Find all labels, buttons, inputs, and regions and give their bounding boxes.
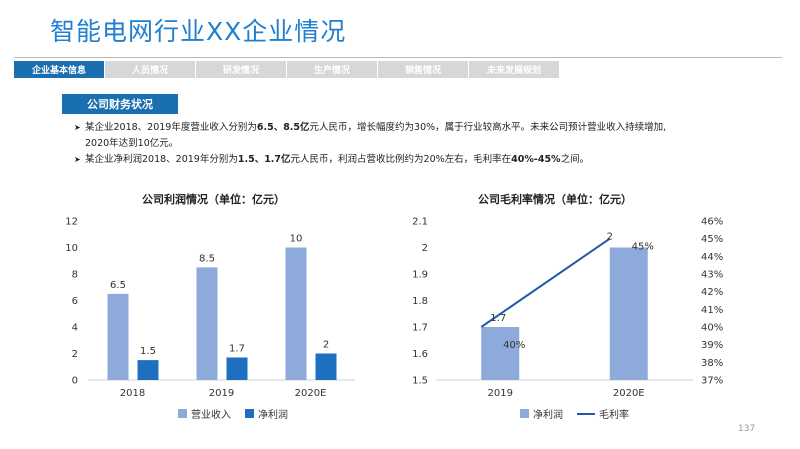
bullet-highlight: 40%-45% <box>511 154 561 165</box>
data-label: 10 <box>290 234 303 245</box>
y-tick-label: 2 <box>72 349 78 360</box>
line-data-label: 40% <box>503 340 525 351</box>
tab-production[interactable]: 生产情况 <box>287 61 377 78</box>
data-label: 1.7 <box>229 343 245 354</box>
bar-net-profit <box>137 360 159 380</box>
y-tick-label: 1.8 <box>412 296 428 307</box>
arrow-bullet-icon: ➤ <box>74 155 81 164</box>
data-label: 1.7 <box>490 313 506 324</box>
tab-sales[interactable]: 销售情况 <box>378 61 468 78</box>
bullet-text: 元人民币，增长幅度约为30%，属于行业较高水平。未来公司预计营业收入持续增加, <box>309 122 667 133</box>
line-gross-margin <box>480 237 611 328</box>
tab-bar: 企业基本信息 人员情况 研发情况 生产情况 销售情况 未来发展规划 <box>14 61 560 78</box>
summary-bullets: ➤ 某企业2018、2019年度营业收入分别为6.5、8.5亿元人民币，增长幅度… <box>74 120 764 168</box>
y-tick-label: 12 <box>65 217 78 228</box>
bar-net-profit <box>226 357 248 380</box>
bullet-text: 之间。 <box>560 154 590 165</box>
margin-chart-title: 公司毛利率情况（单位：亿元） <box>478 193 632 206</box>
bullet-highlight: 1.5、1.7亿 <box>237 154 291 165</box>
page-number: 137 <box>738 424 756 434</box>
legend-item-net-profit: 净利润 <box>245 406 288 421</box>
x-tick-label: 2018 <box>120 388 145 399</box>
data-label: 1.5 <box>140 346 156 357</box>
profit-chart-title: 公司利润情况（单位：亿元） <box>142 193 285 206</box>
y-tick-label: 8 <box>72 270 78 281</box>
legend-item-gross-margin: 毛利率 <box>577 406 629 421</box>
y-tick-label: 0 <box>72 376 78 387</box>
margin-chart-legend: 净利润 毛利率 <box>520 406 643 421</box>
profit-chart-legend: 营业收入 净利润 <box>178 406 302 421</box>
bullet-revenue: ➤ 某企业2018、2019年度营业收入分别为6.5、8.5亿元人民币，增长幅度… <box>74 120 764 136</box>
legend-line-gross-margin <box>577 412 595 415</box>
bullet-text: 某企业净利润2018、2019年分别为 <box>85 154 238 165</box>
y-tick-label: 10 <box>65 243 78 254</box>
bullet-continuation: 2020年达到10亿元。 <box>85 138 179 149</box>
page-title: 智能电网行业XX企业情况 <box>50 17 347 46</box>
bar-revenue <box>196 267 218 380</box>
bar-net-profit <box>609 247 648 380</box>
bar-net-profit <box>481 327 520 380</box>
legend-item-net-profit: 净利润 <box>520 406 563 421</box>
tab-rnd[interactable]: 研发情况 <box>196 61 286 78</box>
y2-tick-label: 39% <box>701 340 723 351</box>
y-tick-label: 6 <box>72 296 78 307</box>
arrow-bullet-icon: ➤ <box>74 123 81 132</box>
title-divider <box>14 57 782 58</box>
x-tick-label: 2020E <box>613 388 645 399</box>
x-tick-label: 2019 <box>488 388 513 399</box>
bar-net-profit <box>315 353 337 380</box>
x-tick-label: 2019 <box>209 388 234 399</box>
legend-label-net-profit: 净利润 <box>258 410 288 421</box>
legend-swatch-net-profit <box>520 409 529 418</box>
y-tick-label: 1.6 <box>412 349 428 360</box>
y-tick-label: 4 <box>72 323 78 334</box>
y-tick-label: 1.5 <box>412 376 428 387</box>
y2-tick-label: 40% <box>701 323 723 334</box>
y2-tick-label: 43% <box>701 270 723 281</box>
y-tick-label: 2 <box>422 243 428 254</box>
bar-revenue <box>107 293 129 380</box>
y-tick-label: 1.9 <box>412 270 428 281</box>
data-label: 6.5 <box>110 280 126 291</box>
section-badge: 公司财务状况 <box>62 94 178 114</box>
y2-tick-label: 41% <box>701 305 723 316</box>
y2-tick-label: 46% <box>701 217 723 228</box>
legend-swatch-net-profit <box>245 409 254 418</box>
y2-tick-label: 45% <box>701 234 723 245</box>
legend-item-revenue: 营业收入 <box>178 406 231 421</box>
y2-tick-label: 37% <box>701 376 723 387</box>
bullet-highlight: 6.5、8.5亿 <box>256 122 310 133</box>
y2-tick-label: 44% <box>701 252 723 263</box>
y2-tick-label: 42% <box>701 287 723 298</box>
y2-tick-label: 38% <box>701 358 723 369</box>
legend-swatch-revenue <box>178 409 187 418</box>
tab-basic-info[interactable]: 企业基本信息 <box>14 61 104 78</box>
bar-revenue <box>285 247 307 380</box>
tab-future-plan[interactable]: 未来发展规划 <box>469 61 559 78</box>
legend-label-gross-margin: 毛利率 <box>599 410 629 421</box>
data-label: 8.5 <box>199 253 215 264</box>
data-label: 2 <box>323 340 329 351</box>
x-tick-label: 2020E <box>295 388 327 399</box>
line-data-label: 45% <box>632 242 654 253</box>
bullet-profit: ➤ 某企业净利润2018、2019年分别为1.5、1.7亿元人民币，利润占营收比… <box>74 152 764 168</box>
data-label: 2 <box>607 232 613 243</box>
legend-label-revenue: 营业收入 <box>191 410 231 421</box>
bullet-text: 元人民币，利润占营收比例约为20%左右，毛利率在 <box>290 154 512 165</box>
y-tick-label: 1.7 <box>412 323 428 334</box>
y-tick-label: 2.1 <box>412 217 428 228</box>
legend-label-net-profit: 净利润 <box>533 410 563 421</box>
bullet-text: 某企业2018、2019年度营业收入分别为 <box>85 122 257 133</box>
tab-personnel[interactable]: 人员情况 <box>105 61 195 78</box>
